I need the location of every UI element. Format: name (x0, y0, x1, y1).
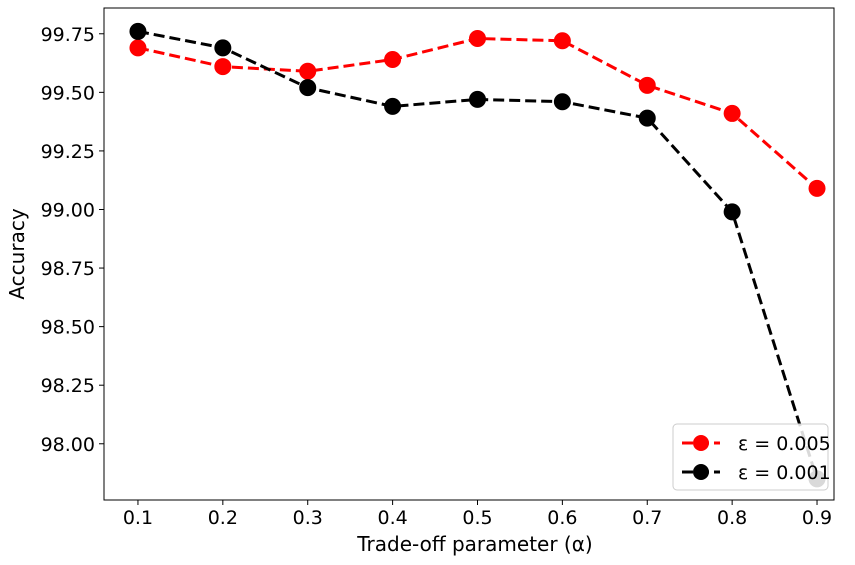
series-2-point (214, 39, 232, 57)
x-tick-label: 0.3 (293, 507, 323, 529)
y-axis-label: Accuracy (5, 208, 29, 299)
x-tick-label: 0.7 (632, 507, 662, 529)
series-1-point (129, 39, 147, 57)
series-1-point (638, 76, 656, 94)
series-line-1 (137, 36, 818, 190)
series-2-point (553, 93, 571, 111)
x-axis: 0.1 0.2 0.3 0.4 0.5 0.6 0.7 0.8 0.9 (123, 500, 832, 529)
series-1-point (468, 29, 486, 47)
x-axis-label: Trade-off parameter (α) (356, 532, 592, 556)
series-2-point (468, 90, 486, 108)
legend-box (672, 423, 829, 491)
x-tick-label: 0.5 (462, 507, 492, 529)
legend-label-2: ε = 0.001 (738, 462, 831, 484)
series-1-point (384, 51, 402, 69)
series-2-point (299, 79, 317, 97)
y-tick-label: 98.00 (41, 434, 95, 456)
series-2-point (129, 22, 147, 40)
x-tick-label: 0.9 (802, 507, 832, 529)
series-1-point (553, 32, 571, 50)
y-tick-label: 98.75 (41, 258, 95, 280)
series-layer (129, 22, 826, 488)
y-tick-label: 98.25 (41, 375, 95, 397)
series-1-point (214, 58, 232, 76)
legend-marker-1 (693, 435, 709, 451)
y-axis: 98.00 98.25 98.50 98.75 99.00 99.25 99.50 99.75 (41, 24, 104, 456)
x-tick-label: 0.2 (208, 507, 238, 529)
series-2-point (384, 97, 402, 115)
plot-frame (103, 7, 835, 501)
series-1-point (299, 62, 317, 80)
series-2-point (638, 109, 656, 127)
x-tick-label: 0.8 (717, 507, 747, 529)
y-tick-label: 99.00 (41, 199, 95, 221)
series-2-point (723, 203, 741, 221)
y-tick-label: 99.50 (41, 82, 95, 104)
x-tick-label: 0.4 (377, 507, 407, 529)
legend: ε = 0.005 ε = 0.001 (672, 423, 831, 491)
legend-label-1: ε = 0.005 (738, 433, 831, 455)
x-tick-label: 0.6 (547, 507, 577, 529)
x-tick-label: 0.1 (123, 507, 153, 529)
y-tick-label: 99.25 (41, 141, 95, 163)
y-tick-label: 98.50 (41, 317, 95, 339)
legend-marker-2 (693, 464, 709, 480)
y-tick-label: 99.75 (41, 24, 95, 46)
series-1-point (723, 104, 741, 122)
series-1-point (808, 179, 826, 197)
